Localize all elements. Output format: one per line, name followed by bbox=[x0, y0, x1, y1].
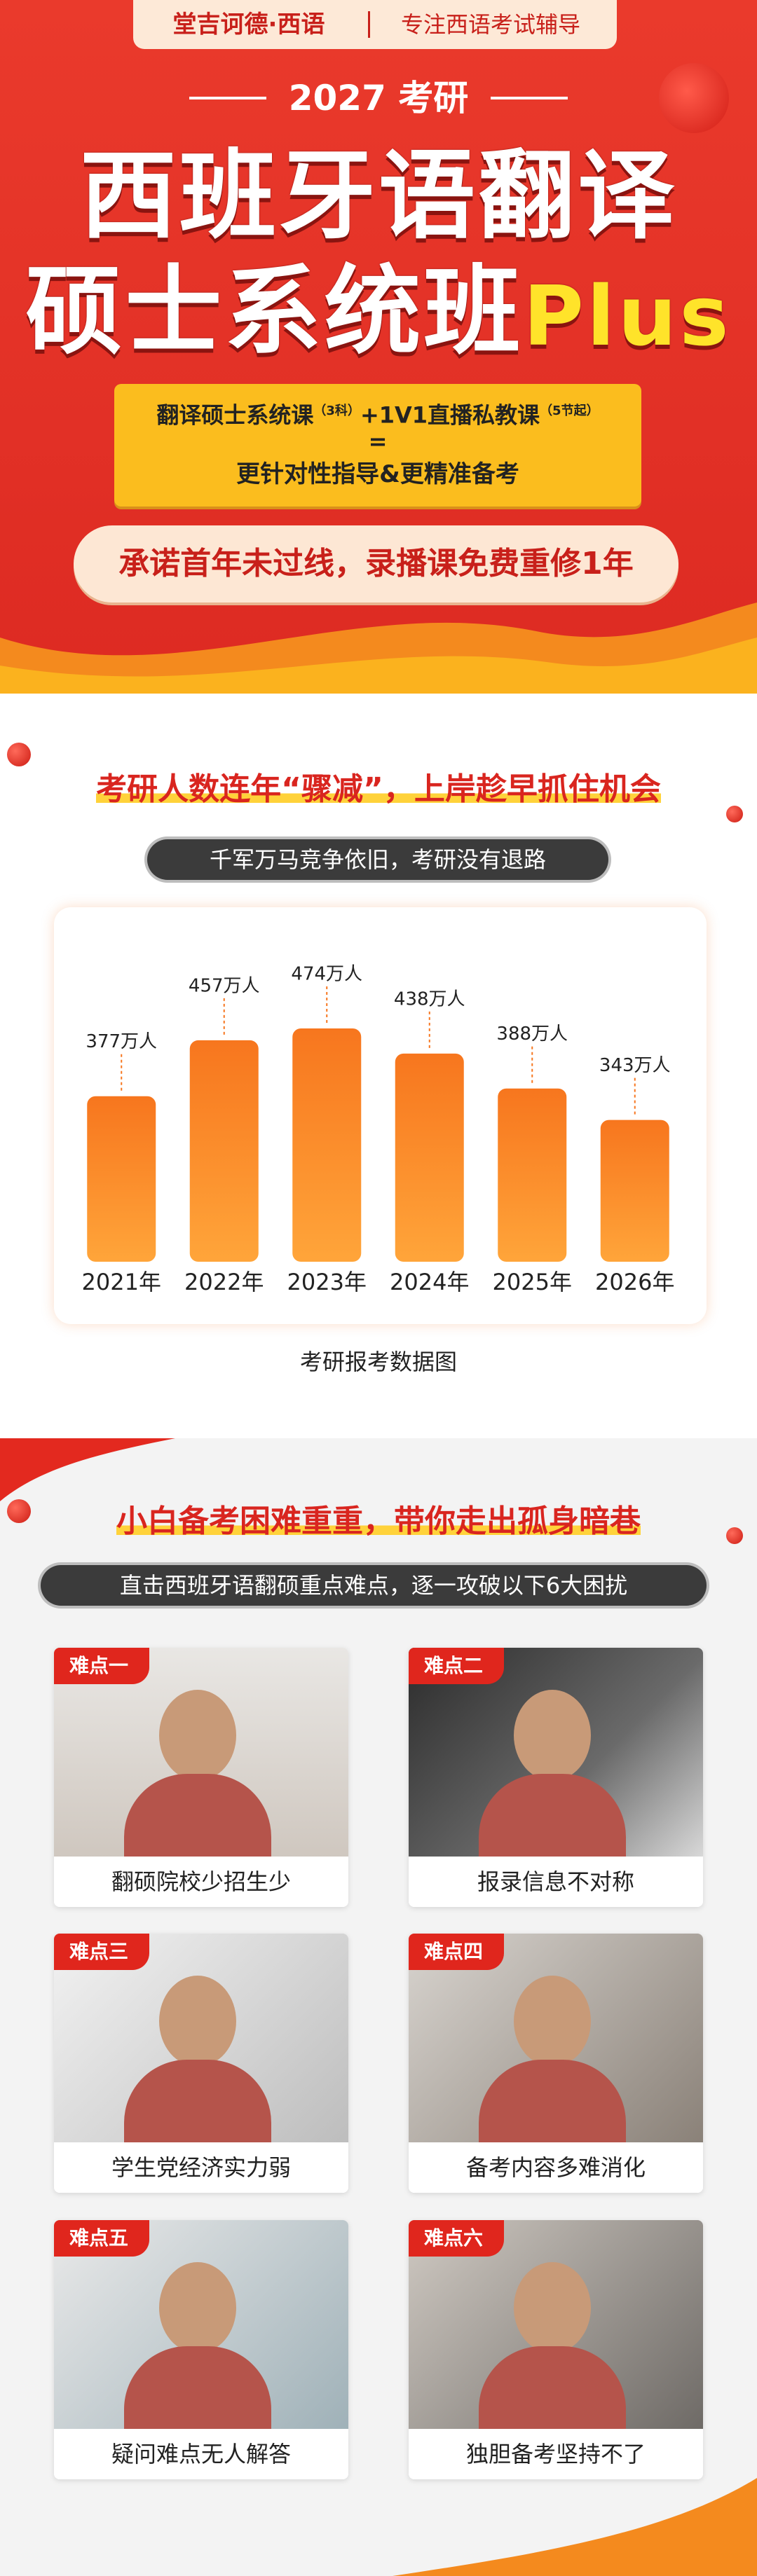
photo bbox=[409, 1648, 703, 1865]
caption: 备考内容多难消化 bbox=[409, 2142, 703, 2193]
course2-note: （5节起） bbox=[540, 404, 599, 418]
slogan: 专注西语考试辅导 bbox=[400, 11, 580, 38]
divider bbox=[368, 11, 370, 38]
caption: 翻硕院校少招生少 bbox=[54, 1857, 348, 1907]
value-label: 474万人 bbox=[291, 963, 362, 984]
figure-head bbox=[159, 1690, 236, 1781]
tag: 难点一 bbox=[54, 1648, 150, 1684]
dot bbox=[726, 1527, 743, 1544]
figure-head bbox=[514, 1690, 591, 1781]
x-tick-label: 2024年 bbox=[390, 1269, 469, 1295]
trend-heading: 考研人数连年“骤减”，上岸趁早抓住机会 bbox=[96, 771, 661, 807]
figure-body bbox=[124, 2060, 271, 2151]
year-label: 2027 考研 bbox=[288, 78, 469, 118]
difficulty-card: 难点三学生党经济实力弱 bbox=[54, 1934, 348, 2193]
difficulty-card: 难点五疑问难点无人解答 bbox=[54, 2220, 348, 2479]
figure-body bbox=[124, 2346, 271, 2437]
title-line2: 硕士系统班 bbox=[25, 255, 524, 368]
difficulty-card: 难点六独胆备考坚持不了 bbox=[409, 2220, 703, 2479]
tag: 难点五 bbox=[54, 2220, 150, 2257]
tag: 难点六 bbox=[409, 2220, 505, 2257]
tag: 难点二 bbox=[409, 1648, 505, 1684]
photo bbox=[409, 2220, 703, 2437]
benefit: 更针对性指导&更精准备考 bbox=[236, 460, 519, 488]
difficulty-card: 难点一翻硕院校少招生少 bbox=[54, 1648, 348, 1907]
offer-line: 翻译硕士系统课（3科）+1V1直播私教课（5节起） bbox=[114, 394, 641, 433]
title-line2-wrap: 硕士系统班Plus bbox=[0, 259, 757, 394]
title-plus: Plus bbox=[523, 268, 732, 364]
rule bbox=[189, 97, 266, 99]
wave bbox=[0, 602, 757, 694]
bar bbox=[498, 1088, 567, 1262]
difficulty-card: 难点二报录信息不对称 bbox=[409, 1648, 703, 1907]
diff-heading-wrap: 小白备考困难重重，带你走出孤身暗巷 bbox=[0, 1499, 757, 1550]
value-label: 343万人 bbox=[599, 1055, 671, 1076]
bottom-wave-shape bbox=[393, 2478, 757, 2576]
value-label: 388万人 bbox=[496, 1024, 568, 1045]
x-tick-label: 2025年 bbox=[493, 1269, 572, 1295]
dot bbox=[726, 806, 743, 822]
equals: = bbox=[368, 428, 388, 455]
rule bbox=[491, 97, 568, 99]
figure-head bbox=[159, 2262, 236, 2353]
photo bbox=[54, 2220, 348, 2437]
figure-head bbox=[514, 2262, 591, 2353]
chart: 377万人 2021年 457万人 2022年 474万人 2023年 438万人 2024年… bbox=[82, 963, 675, 1295]
diff-heading: 小白备考困难重重，带你走出孤身暗巷 bbox=[116, 1503, 641, 1539]
value-label: 438万人 bbox=[394, 989, 465, 1010]
photo bbox=[409, 1934, 703, 2151]
figure-body bbox=[479, 2060, 626, 2151]
x-tick-label: 2021年 bbox=[82, 1269, 161, 1295]
x-tick-label: 2022年 bbox=[184, 1269, 264, 1295]
figure-head bbox=[159, 1976, 236, 2067]
value-label: 377万人 bbox=[86, 1031, 157, 1052]
figure-body bbox=[479, 2346, 626, 2437]
bottom-wave bbox=[393, 2478, 757, 2576]
offer-box bbox=[114, 384, 641, 507]
figure-body bbox=[479, 1774, 626, 1865]
brand-bar bbox=[133, 0, 617, 49]
course1-note: （3科） bbox=[313, 404, 360, 418]
difficulty-card: 难点四备考内容多难消化 bbox=[409, 1934, 703, 2193]
caption: 报录信息不对称 bbox=[409, 1857, 703, 1907]
figure-head bbox=[514, 1976, 591, 2067]
figure-body bbox=[124, 1774, 271, 1865]
course1: 翻译硕士系统课 bbox=[156, 401, 314, 429]
value-label: 457万人 bbox=[189, 975, 260, 996]
chart-title: 考研报考数据图 bbox=[299, 1349, 457, 1375]
red-wave bbox=[0, 1438, 175, 1501]
promise: 承诺首年未过线，录播课免费重修1年 bbox=[74, 525, 678, 602]
trend-heading-wrap: 考研人数连年“骤减”，上岸趁早抓住机会 bbox=[0, 767, 757, 818]
x-tick-label: 2026年 bbox=[595, 1269, 674, 1295]
header: 堂吉诃德·西语 专注西语考试辅导 2027 考研 西班牙语翻译 硕士系统班Plu… bbox=[0, 0, 757, 694]
caption: 疑问难点无人解答 bbox=[54, 2429, 348, 2479]
deco-circle bbox=[659, 63, 729, 133]
wave-front bbox=[0, 638, 757, 694]
dot bbox=[7, 1499, 31, 1523]
red-wave-shape bbox=[0, 1438, 175, 1501]
bar bbox=[189, 1040, 259, 1262]
bar bbox=[600, 1120, 669, 1262]
tag: 难点三 bbox=[54, 1934, 150, 1970]
bar bbox=[395, 1053, 464, 1262]
dot bbox=[7, 743, 31, 766]
tag: 难点四 bbox=[409, 1934, 505, 1970]
bar bbox=[292, 1028, 362, 1262]
diff-subheading: 直击西班牙语翻硕重点难点，逐一攻破以下6大困扰 bbox=[41, 1565, 707, 1606]
bar bbox=[87, 1096, 156, 1262]
x-tick-label: 2023年 bbox=[287, 1269, 367, 1295]
caption: 学生党经济实力弱 bbox=[54, 2142, 348, 2193]
course2: +1V1直播私教课 bbox=[360, 401, 540, 429]
trend-subheading: 千军万马竞争依旧，考研没有退路 bbox=[147, 839, 608, 880]
chart-card bbox=[54, 907, 707, 1324]
brand: 堂吉诃德·西语 bbox=[172, 11, 325, 39]
caption: 独胆备考坚持不了 bbox=[409, 2429, 703, 2479]
title-line1: 西班牙语翻译 bbox=[79, 139, 677, 252]
